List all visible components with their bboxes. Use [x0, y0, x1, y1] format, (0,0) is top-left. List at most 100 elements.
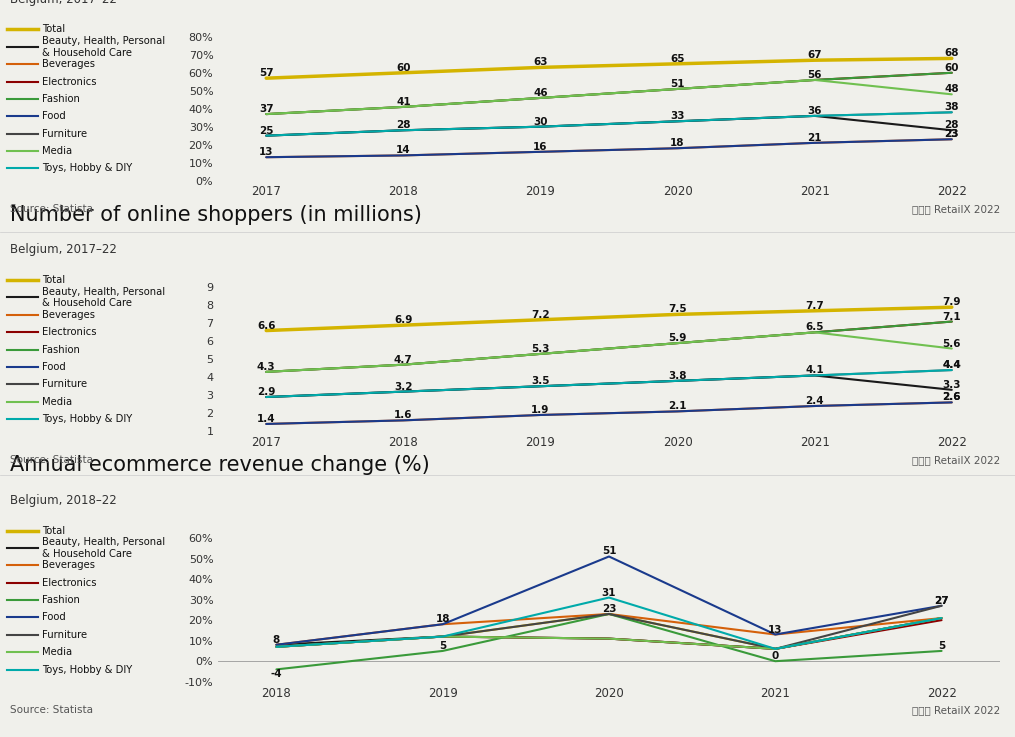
Text: Source: Statista: Source: Statista [10, 705, 93, 716]
Text: Total: Total [42, 525, 65, 536]
Text: 23: 23 [945, 129, 959, 139]
Text: 56: 56 [807, 70, 822, 80]
Text: 18: 18 [670, 139, 685, 148]
Text: Fashion: Fashion [42, 595, 79, 605]
Text: 7.2: 7.2 [531, 310, 550, 320]
Text: Beauty, Health, Personal
& Household Care: Beauty, Health, Personal & Household Car… [42, 287, 164, 308]
Text: 4.3: 4.3 [257, 362, 275, 372]
Text: 6.6: 6.6 [257, 321, 275, 331]
Text: Source: Statista: Source: Statista [10, 455, 93, 465]
Text: 6.5: 6.5 [806, 322, 824, 332]
Text: 21: 21 [807, 133, 822, 143]
Text: 1.6: 1.6 [394, 411, 412, 420]
Text: 28: 28 [396, 120, 411, 130]
Text: Number of online shoppers (in millions): Number of online shoppers (in millions) [10, 205, 422, 225]
Text: 4.1: 4.1 [805, 366, 824, 375]
Text: 0: 0 [771, 652, 779, 661]
Text: Beverages: Beverages [42, 560, 94, 570]
Text: 3.2: 3.2 [394, 382, 412, 391]
Text: 1.4: 1.4 [257, 414, 275, 424]
Text: Beauty, Health, Personal
& Household Care: Beauty, Health, Personal & Household Car… [42, 537, 164, 559]
Text: 6.9: 6.9 [394, 315, 412, 325]
Text: Electronics: Electronics [42, 578, 96, 587]
Text: 3.3: 3.3 [943, 380, 961, 390]
Text: 3.5: 3.5 [531, 376, 550, 386]
Text: 3.8: 3.8 [668, 371, 687, 381]
Text: 4.4: 4.4 [942, 360, 961, 370]
Text: 46: 46 [533, 88, 548, 98]
Text: 2.9: 2.9 [257, 387, 275, 397]
Text: 7.7: 7.7 [805, 301, 824, 311]
Text: 2.1: 2.1 [668, 402, 687, 411]
Text: 7.1: 7.1 [943, 312, 961, 321]
Text: 4.4: 4.4 [942, 360, 961, 370]
Text: 27: 27 [934, 595, 949, 606]
Text: 5.9: 5.9 [668, 333, 687, 343]
Text: Media: Media [42, 647, 72, 657]
Text: 36: 36 [807, 106, 822, 116]
Text: Furniture: Furniture [42, 630, 86, 640]
Text: Food: Food [42, 612, 65, 623]
Text: 31: 31 [602, 587, 616, 598]
Text: Total: Total [42, 275, 65, 285]
Text: 7.5: 7.5 [668, 304, 687, 315]
Text: 51: 51 [670, 79, 685, 89]
Text: ⓒⓑⓔ RetailX 2022: ⓒⓑⓔ RetailX 2022 [911, 705, 1000, 716]
Text: 33: 33 [670, 111, 685, 122]
Text: Beverages: Beverages [42, 310, 94, 320]
Text: 57: 57 [259, 68, 273, 78]
Text: 13: 13 [768, 624, 783, 635]
Text: 18: 18 [435, 614, 450, 624]
Text: ⓒⓑⓔ RetailX 2022: ⓒⓑⓔ RetailX 2022 [911, 204, 1000, 214]
Text: ⓒⓑⓔ RetailX 2022: ⓒⓑⓔ RetailX 2022 [911, 455, 1000, 465]
Text: Toys, Hobby & DIY: Toys, Hobby & DIY [42, 164, 132, 173]
Text: 1.9: 1.9 [531, 405, 550, 415]
Text: 28: 28 [945, 120, 959, 130]
Text: Furniture: Furniture [42, 380, 86, 389]
Text: Toys, Hobby & DIY: Toys, Hobby & DIY [42, 665, 132, 674]
Text: Fashion: Fashion [42, 94, 79, 104]
Text: Total: Total [42, 24, 65, 35]
Text: 5.3: 5.3 [531, 344, 550, 354]
Text: 13: 13 [259, 147, 273, 157]
Text: 4.7: 4.7 [394, 354, 413, 365]
Text: 48: 48 [945, 84, 959, 94]
Text: -4: -4 [271, 669, 282, 680]
Text: 63: 63 [533, 57, 548, 67]
Text: Food: Food [42, 111, 65, 122]
Text: 37: 37 [259, 104, 273, 114]
Text: 5: 5 [439, 641, 447, 651]
Text: Belgium, 2017–22: Belgium, 2017–22 [10, 243, 117, 256]
Text: Belgium, 2018–22: Belgium, 2018–22 [10, 494, 117, 507]
Text: Annual ecommerce revenue change (%): Annual ecommerce revenue change (%) [10, 455, 430, 475]
Text: 16: 16 [533, 142, 548, 152]
Text: 38: 38 [945, 102, 959, 112]
Text: 27: 27 [934, 595, 949, 606]
Text: Electronics: Electronics [42, 77, 96, 86]
Text: Belgium, 2017–22: Belgium, 2017–22 [10, 0, 117, 6]
Text: 2.6: 2.6 [943, 392, 961, 402]
Text: 7.9: 7.9 [943, 297, 961, 307]
Text: Media: Media [42, 397, 72, 407]
Text: 30: 30 [533, 116, 548, 127]
Text: 51: 51 [602, 547, 616, 556]
Text: 5: 5 [938, 641, 945, 651]
Text: Electronics: Electronics [42, 327, 96, 337]
Text: 14: 14 [396, 145, 411, 156]
Text: 2.6: 2.6 [943, 392, 961, 402]
Text: Media: Media [42, 146, 72, 156]
Text: Beverages: Beverages [42, 59, 94, 69]
Text: Food: Food [42, 362, 65, 372]
Text: 60: 60 [945, 63, 959, 73]
Text: Source: Statista: Source: Statista [10, 204, 93, 214]
Text: 2.4: 2.4 [805, 396, 824, 406]
Text: 23: 23 [602, 604, 616, 614]
Text: 5.6: 5.6 [943, 338, 961, 349]
Text: Toys, Hobby & DIY: Toys, Hobby & DIY [42, 414, 132, 424]
Text: Furniture: Furniture [42, 129, 86, 139]
Text: 67: 67 [807, 50, 822, 60]
Text: 23: 23 [945, 129, 959, 139]
Text: 60: 60 [396, 63, 411, 73]
Text: Beauty, Health, Personal
& Household Care: Beauty, Health, Personal & Household Car… [42, 36, 164, 57]
Text: Fashion: Fashion [42, 344, 79, 354]
